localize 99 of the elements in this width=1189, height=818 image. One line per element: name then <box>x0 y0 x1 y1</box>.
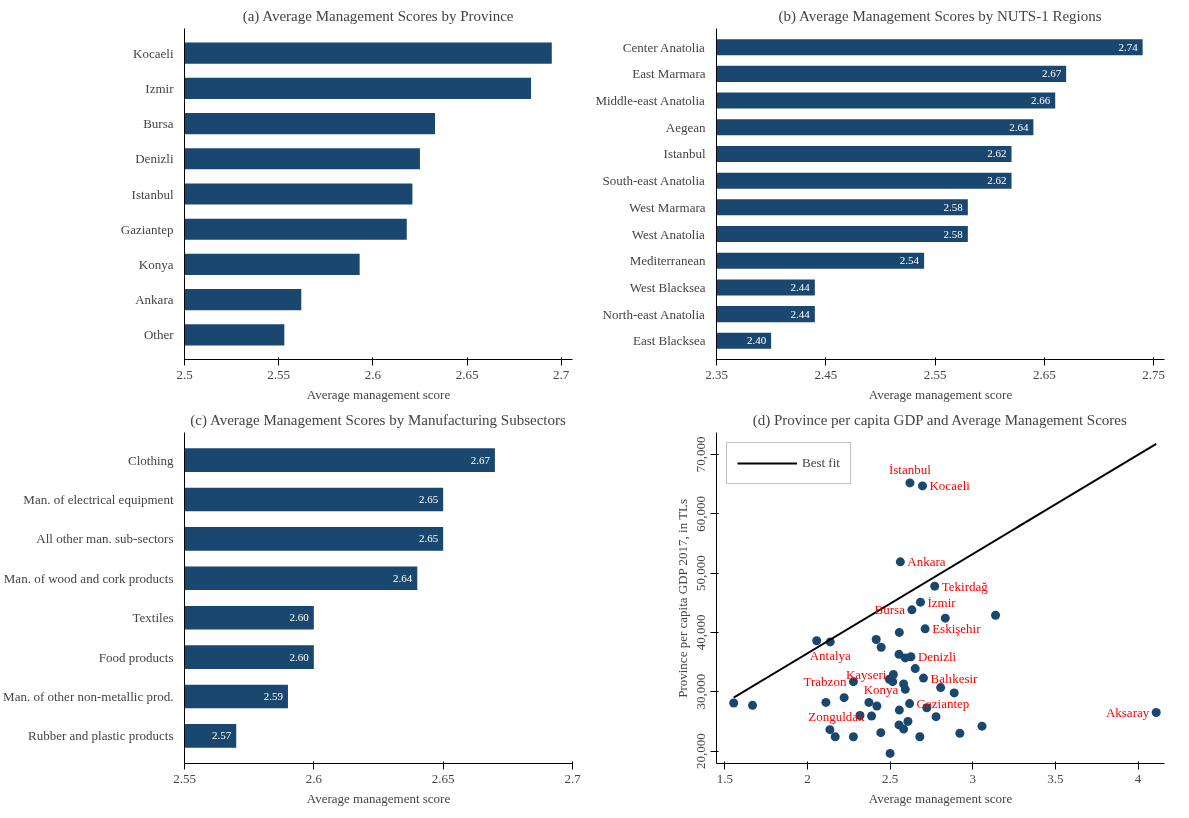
y-tick-label: Other <box>143 327 175 343</box>
data-label: 2.65 <box>418 532 439 545</box>
annotation: Balıkesir <box>930 670 979 686</box>
y-tick-label: East Marmara <box>632 66 706 82</box>
x-tick-label: 2 <box>804 770 811 786</box>
data-label: 2.44 <box>790 307 811 320</box>
y-tick-label: 40,000 <box>693 614 709 651</box>
x-tick-label: 2.75 <box>1142 366 1165 382</box>
annotation: İzmir <box>927 594 957 610</box>
y-tick-label: Man. of electrical equipment <box>23 491 174 507</box>
y-tick-label: 20,000 <box>693 733 709 769</box>
y-tick-label: 60,000 <box>693 495 709 532</box>
x-tick-label: 2.65 <box>431 770 455 786</box>
y-tick-label: North-east Anatolia <box>602 306 706 322</box>
x-axis-title: Average management score <box>306 386 451 402</box>
y-tick-label: Gaziantep <box>120 221 174 237</box>
data-label: 2.57 <box>211 729 232 742</box>
annotation: Konya <box>863 681 899 697</box>
data-label: 2.62 <box>987 174 1007 187</box>
annotation: Kocaeli <box>929 478 971 494</box>
y-tick-label: West Marmara <box>628 199 706 215</box>
chart-title: (b) Average Management Scores by NUTS-1 Regions <box>778 7 1102 25</box>
data-label: 2.58 <box>943 200 964 213</box>
y-tick-label: Center Anatolia <box>622 39 706 55</box>
y-tick-label: 30,000 <box>693 673 709 710</box>
chart-title: (c) Average Management Scores by Manufacturing Subsectors <box>190 411 566 429</box>
y-tick-label: South-east Anatolia <box>602 173 706 189</box>
x-tick-label: 2.65 <box>1032 366 1056 382</box>
x-tick-label: 2.55 <box>173 770 196 786</box>
annotation: Kayseri <box>845 667 887 683</box>
data-label: 2.54 <box>899 254 920 267</box>
data-label: 2.67 <box>1041 67 1062 80</box>
legend-label: Best fit <box>802 455 840 471</box>
annotation: Eskişehir <box>932 621 982 637</box>
x-tick-label: 2.55 <box>923 366 947 382</box>
y-tick-label: 50,000 <box>693 555 709 591</box>
y-tick-label: Istanbul <box>131 186 174 202</box>
data-label: 2.62 <box>987 147 1007 160</box>
x-axis-title: Average management score <box>868 790 1013 806</box>
data-label: 2.60 <box>289 611 310 624</box>
y-tick-label: Mediterranean <box>629 253 706 269</box>
data-label: 2.59 <box>263 690 284 703</box>
y-tick-label: Textiles <box>132 610 174 626</box>
x-tick-label: 2.7 <box>564 770 582 786</box>
y-tick-label: West Anatolia <box>631 226 706 242</box>
data-label: 2.40 <box>746 334 767 347</box>
y-tick-label: Rubber and plastic products <box>28 728 174 744</box>
annotation: Tekirdağ <box>941 578 989 594</box>
data-label: 2.65 <box>418 492 439 505</box>
y-tick-label: Ankara <box>135 292 174 308</box>
data-label: 2.60 <box>289 650 310 663</box>
annotation: Aksaray <box>1105 704 1150 720</box>
annotation: Denizli <box>917 649 957 665</box>
x-tick-label: 2.35 <box>705 366 728 382</box>
data-label: 2.64 <box>1009 120 1029 133</box>
x-tick-label: 2.55 <box>267 366 291 382</box>
y-tick-label: Kocaeli <box>133 45 174 61</box>
x-tick-label: 4 <box>1134 770 1142 786</box>
y-tick-label: East Blacksea <box>632 333 706 349</box>
annotation: Gaziantep <box>916 696 970 712</box>
y-tick-label: All other man. sub-sectors <box>36 531 174 547</box>
x-tick-label: 2.6 <box>305 770 323 786</box>
x-tick-label: 2.6 <box>364 366 382 382</box>
x-tick-label: 2.65 <box>455 366 479 382</box>
y-tick-label: Bursa <box>143 116 174 132</box>
y-tick-label: Clothing <box>127 452 174 468</box>
x-tick-label: 1.5 <box>716 770 733 786</box>
x-tick-label: 2.45 <box>814 366 838 382</box>
y-tick-label: Middle-east Anatolia <box>595 93 706 109</box>
y-tick-label: Istanbul <box>663 146 706 162</box>
data-label: 2.44 <box>790 280 811 293</box>
y-tick-label: Man. of wood and cork products <box>3 570 174 586</box>
y-tick-label: Man. of other non-metallic prod. <box>3 689 174 705</box>
x-tick-label: 3.5 <box>1047 770 1064 786</box>
y-tick-label: Food products <box>98 649 174 665</box>
annotation: Trabzon <box>803 674 847 690</box>
chart-title: (a) Average Management Scores by Province <box>242 7 514 25</box>
y-tick-label: Denizli <box>135 151 174 167</box>
y-tick-label: Konya <box>138 256 174 272</box>
y-tick-label: Aegean <box>665 119 706 135</box>
annotation: İstanbul <box>888 461 932 477</box>
x-tick-label: 3 <box>969 770 976 786</box>
y-axis-title: Province per capita GDP 2017, in TLs <box>674 498 690 698</box>
y-tick-label: West Blacksea <box>629 279 706 295</box>
chart-title: (d) Province per capita GDP and Average Management Scores <box>752 411 1127 429</box>
data-label: 2.67 <box>470 453 491 466</box>
x-axis-title: Average management score <box>306 790 451 806</box>
data-label: 2.66 <box>1030 94 1051 107</box>
y-tick-label: 70,000 <box>693 436 709 473</box>
x-axis-title: Average management score <box>868 386 1013 402</box>
data-label: 2.74 <box>1118 40 1139 53</box>
data-label: 2.58 <box>943 227 964 240</box>
data-label: 2.64 <box>393 571 413 584</box>
x-tick-label: 2.5 <box>176 366 193 382</box>
annotation: Antalya <box>809 647 852 663</box>
y-tick-label: Izmir <box>145 80 175 96</box>
x-tick-label: 2.5 <box>881 770 899 786</box>
annotation: Ankara <box>907 554 946 570</box>
x-tick-label: 2.7 <box>553 366 570 382</box>
